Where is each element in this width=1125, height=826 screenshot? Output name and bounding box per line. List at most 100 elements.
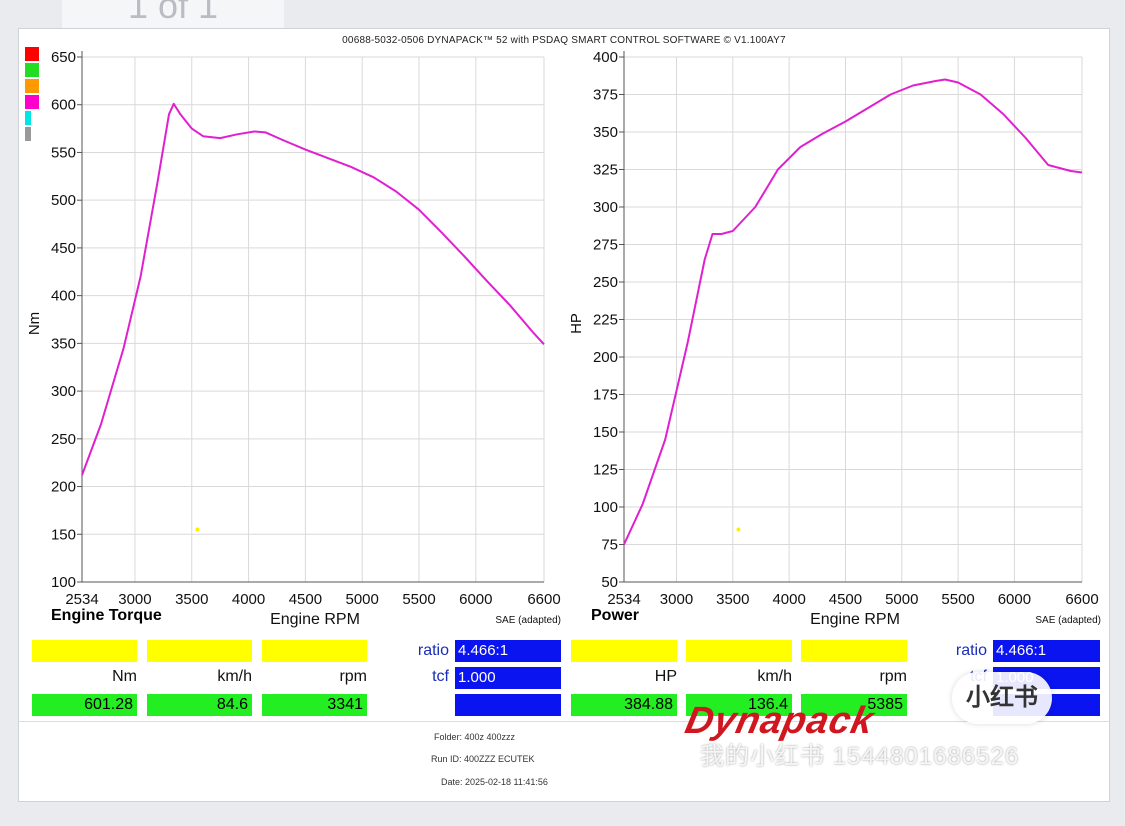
power-ytick-label: 200 — [593, 349, 618, 366]
torque-ytick-label: 200 — [51, 479, 76, 496]
power-ytick-label: 75 — [601, 537, 618, 554]
torque-xtick-label: 4000 — [232, 591, 265, 608]
power-yellow-slot-3 — [801, 640, 907, 662]
torque-xlabel: Engine RPM — [270, 611, 360, 628]
power-xtick-label: 5000 — [885, 591, 918, 608]
torque-xtick-label: 3500 — [175, 591, 208, 608]
power-sae-note: SAE (adapted) — [1035, 615, 1101, 626]
power-marker-dot — [736, 527, 741, 532]
watermark-text: 我的小红书 1544801686526 — [700, 743, 1020, 770]
power-value-speed: 136.4 — [686, 694, 792, 716]
torque-xtick-label: 5500 — [402, 591, 435, 608]
power-xtick-label: 4500 — [829, 591, 862, 608]
report-header-title: 00688-5032-0506 DYNAPACK™ 52 with PSDAQ … — [342, 35, 786, 46]
power-ytick-label: 300 — [593, 199, 618, 216]
torque-ytick-label: 600 — [51, 97, 76, 114]
power-ytick-label: 50 — [601, 574, 618, 591]
power-series-line — [623, 78, 1083, 545]
torque-ytick-label: 500 — [51, 192, 76, 209]
torque-marker-dot — [195, 527, 200, 532]
torque-xtick-label: 5000 — [346, 591, 379, 608]
legend-swatch-2 — [25, 63, 39, 77]
power-xtick-label: 5500 — [941, 591, 974, 608]
power-xtick-label: 4000 — [772, 591, 805, 608]
xiaohongshu-badge: 小红书 — [952, 672, 1052, 724]
torque-yellow-slot-2 — [147, 640, 252, 662]
torque-xtick-label: 6600 — [527, 591, 560, 608]
torque-yellow-slot-1 — [32, 640, 137, 662]
power-xtick-label: 6600 — [1065, 591, 1098, 608]
torque-xtick-label: 6000 — [459, 591, 492, 608]
power-ytick-label: 400 — [593, 49, 618, 66]
power-chart: 50 75 100 125 150 175 200 225 250 275 300 325 350 375… — [568, 49, 1101, 628]
torque-xtick-label: 3000 — [118, 591, 151, 608]
torque-sae-note: SAE (adapted) — [495, 615, 561, 626]
torque-chart: 100 150 200 250 300 350 400 450 500 550 600 650 2534… — [26, 49, 561, 628]
torque-tcf-label: tcf — [432, 668, 449, 685]
torque-chart-title: Engine Torque — [51, 607, 162, 624]
power-value-hp: 384.88 — [571, 694, 677, 716]
power-xtick-label: 3000 — [660, 591, 693, 608]
power-chart-title: Power — [591, 607, 639, 624]
torque-ytick-label: 550 — [51, 144, 76, 161]
power-ytick-label: 225 — [593, 312, 618, 329]
power-ytick-label: 375 — [593, 87, 618, 104]
torque-tcf-value: 1.000 — [455, 667, 561, 689]
torque-ratio-label: ratio — [417, 642, 449, 659]
power-ytick-label: 325 — [593, 162, 618, 179]
dyno-report-sheet: 00688-5032-0506 DYNAPACK™ 52 with PSDAQ … — [18, 28, 1110, 802]
torque-unit-nm: Nm — [112, 668, 137, 685]
power-yellow-slot-1 — [571, 640, 677, 662]
torque-value-speed: 84.6 — [147, 694, 252, 716]
legend-swatch-5 — [25, 111, 31, 125]
power-ytick-label: 175 — [593, 387, 618, 404]
torque-ratio-value: 4.466:1 — [455, 640, 561, 662]
power-xtick-label: 2534 — [607, 591, 640, 608]
power-yellow-slot-2 — [686, 640, 792, 662]
power-unit-speed: km/h — [757, 668, 792, 685]
page-indicator-label: 1 of 1 — [127, 0, 219, 26]
torque-value-rpm: 3341 — [262, 694, 367, 716]
torque-ytick-label: 450 — [51, 240, 76, 257]
footer-date: Date: 2025-02-18 11:41:56 — [441, 777, 548, 787]
power-ratio-value: 4.466:1 — [993, 640, 1100, 662]
torque-series-line — [81, 102, 545, 476]
torque-ylabel: Nm — [26, 312, 43, 335]
torque-ytick-label: 350 — [51, 335, 76, 352]
torque-unit-rpm: rpm — [339, 668, 367, 685]
torque-xtick-label: 2534 — [65, 591, 98, 608]
power-ytick-label: 150 — [593, 424, 618, 441]
legend-swatch-1 — [25, 47, 39, 61]
power-xlabel: Engine RPM — [810, 611, 900, 628]
torque-ytick-label: 650 — [51, 49, 76, 66]
power-unit-rpm: rpm — [879, 668, 907, 685]
power-xtick-label: 3500 — [716, 591, 749, 608]
power-ytick-label: 125 — [593, 462, 618, 479]
power-ytick-label: 250 — [593, 274, 618, 291]
legend-swatch-6 — [25, 127, 31, 141]
power-ytick-label: 275 — [593, 237, 618, 254]
torque-ytick-label: 250 — [51, 431, 76, 448]
power-value-rpm: 5385 — [801, 694, 907, 716]
power-xtick-label: 6000 — [998, 591, 1031, 608]
power-ytick-label: 100 — [593, 499, 618, 516]
power-ylabel: HP — [568, 313, 585, 334]
torque-blank-slot — [455, 694, 561, 716]
torque-ytick-label: 300 — [51, 383, 76, 400]
power-ytick-label: 350 — [593, 124, 618, 141]
torque-xtick-label: 4500 — [289, 591, 322, 608]
dyno-charts: 100 150 200 250 300 350 400 450 500 550 600 650 2534… — [26, 49, 1101, 628]
legend-swatch-4 — [25, 95, 39, 109]
footer-folder: Folder: 400z 400zzz — [434, 732, 516, 742]
torque-ytick-label: 100 — [51, 574, 76, 591]
footer-run-id: Run ID: 400ZZZ ECUTEK — [431, 754, 535, 764]
report-footer: Folder: 400z 400zzz Run ID: 400ZZZ ECUTE… — [19, 721, 1109, 802]
torque-ytick-label: 400 — [51, 288, 76, 305]
power-ratio-label: ratio — [955, 642, 987, 659]
torque-yellow-slot-3 — [262, 640, 367, 662]
torque-ytick-label: 150 — [51, 526, 76, 543]
legend-swatch-3 — [25, 79, 39, 93]
power-unit-hp: HP — [654, 668, 677, 685]
torque-value-nm: 601.28 — [32, 694, 137, 716]
torque-unit-speed: km/h — [217, 668, 252, 685]
